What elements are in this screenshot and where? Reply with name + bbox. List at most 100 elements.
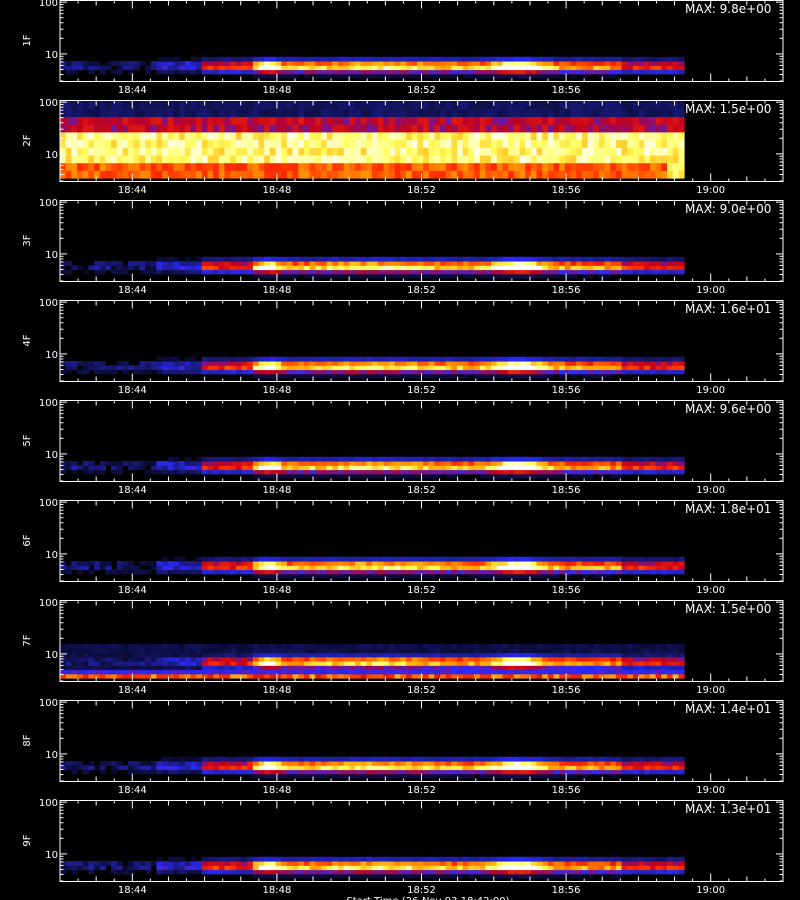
heatmap-cell <box>269 73 277 79</box>
heatmap-cell <box>615 473 623 479</box>
heatmap-cell <box>564 124 572 133</box>
heatmap-cell <box>621 365 628 371</box>
panel-label: 3F <box>22 234 33 246</box>
heatmap-cell <box>474 643 481 649</box>
heatmap-cell <box>672 356 679 362</box>
heatmap-cell <box>77 665 84 671</box>
heatmap-cell <box>655 124 662 133</box>
heatmap-cell <box>423 60 430 66</box>
heatmap-cell <box>627 147 634 156</box>
heatmap-cell <box>604 652 611 658</box>
heatmap-cell <box>570 73 577 79</box>
heatmap-cell <box>366 56 373 62</box>
heatmap-cell <box>213 356 220 362</box>
heatmap-cell <box>71 648 78 654</box>
heatmap-cell <box>417 573 424 579</box>
heatmap-cell <box>235 460 243 466</box>
heatmap-cell <box>440 73 447 79</box>
heatmap-cell <box>230 365 237 371</box>
heatmap-cell <box>638 369 645 375</box>
heatmap-cell <box>525 131 532 141</box>
heatmap-cell <box>173 656 180 662</box>
heatmap-cell <box>218 565 226 571</box>
heatmap-cell <box>570 660 577 666</box>
heatmap-cell <box>394 356 401 362</box>
heatmap-cell <box>116 65 123 71</box>
heatmap-cell <box>513 170 521 179</box>
heatmap-cell <box>666 170 674 179</box>
heatmap-cell <box>235 269 243 275</box>
heatmap-cell <box>196 265 203 271</box>
heatmap-cell <box>162 139 169 148</box>
heatmap-cell <box>513 669 521 675</box>
heatmap-cell <box>332 273 339 279</box>
heatmap-cell <box>292 60 299 66</box>
heatmap-cell <box>258 131 265 141</box>
heatmap-cell <box>184 269 192 275</box>
heatmap-cell <box>77 465 84 471</box>
heatmap-cell <box>139 265 146 271</box>
heatmap-cell <box>615 60 623 66</box>
heatmap-cell <box>428 373 435 379</box>
heatmap-cell <box>252 473 260 479</box>
heatmap-cell <box>389 652 396 658</box>
heatmap-cell <box>400 556 407 562</box>
heatmap-cell <box>389 648 396 654</box>
heatmap-cell <box>332 560 339 566</box>
heatmap-cell <box>479 460 487 466</box>
heatmap-cell <box>292 373 299 379</box>
heatmap-cell <box>128 131 135 141</box>
heatmap-cell <box>440 560 447 566</box>
heatmap-cell <box>417 124 424 133</box>
heatmap-cell <box>564 456 572 462</box>
heatmap-cell <box>156 269 163 275</box>
heatmap-cell <box>559 456 566 462</box>
heatmap-cell <box>496 116 504 125</box>
heatmap-cell <box>406 669 413 675</box>
heatmap-cell <box>542 643 549 649</box>
heatmap-cell <box>173 469 180 475</box>
heatmap-cell <box>508 265 515 271</box>
heatmap-cell <box>298 69 305 75</box>
heatmap-cell <box>377 460 384 466</box>
heatmap-cell <box>111 170 118 179</box>
heatmap-cell <box>638 170 645 179</box>
heatmap-cell <box>542 365 549 371</box>
heatmap-cell <box>525 643 532 649</box>
heatmap-cell <box>99 269 106 275</box>
heatmap-cell <box>366 473 373 479</box>
heatmap-cell <box>457 673 464 679</box>
heatmap-cell <box>332 356 339 362</box>
heatmap-cell <box>241 669 248 675</box>
heatmap-cell <box>264 256 271 262</box>
x-tick-label: 18:52 <box>407 285 436 296</box>
heatmap-cell <box>360 131 367 141</box>
heatmap-cell <box>315 556 322 562</box>
heatmap-cell <box>508 560 515 566</box>
heatmap-cell <box>604 147 611 156</box>
heatmap-cell <box>156 69 163 75</box>
heatmap-cell <box>485 101 492 110</box>
heatmap-cell <box>530 108 538 118</box>
heatmap-cell <box>462 660 470 666</box>
heatmap-cell <box>105 460 112 466</box>
heatmap-cell <box>587 147 594 156</box>
heatmap-cell <box>71 469 78 475</box>
heatmap-cell <box>440 154 447 164</box>
heatmap-cell <box>354 256 362 262</box>
heatmap-cell <box>207 101 214 110</box>
heatmap-cell <box>400 162 407 171</box>
heatmap-cell <box>377 565 384 571</box>
heatmap-cell <box>133 365 141 371</box>
heatmap-cell <box>615 139 623 148</box>
heatmap-cell <box>122 648 129 654</box>
heatmap-cell <box>479 365 487 371</box>
heatmap-cell <box>190 465 197 471</box>
heatmap-cell <box>337 147 345 156</box>
heatmap-cell <box>179 131 186 141</box>
heatmap-cell <box>406 360 413 366</box>
heatmap-cell <box>349 665 356 671</box>
heatmap-cell <box>372 60 379 66</box>
heatmap-cell <box>77 643 84 649</box>
heatmap-cell <box>604 60 611 66</box>
